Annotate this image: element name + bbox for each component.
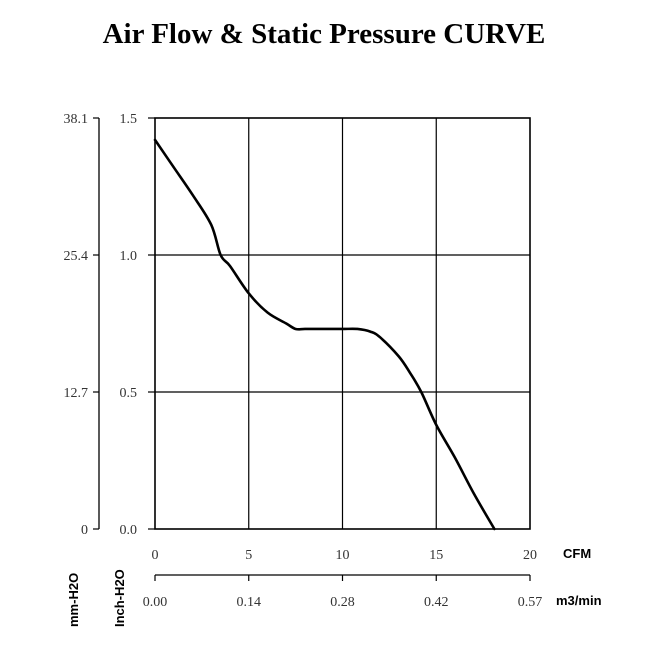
- x-tick-label: 5: [245, 548, 252, 563]
- y-tick-label: 1.0: [120, 249, 138, 264]
- y-tick-label: 1.5: [120, 112, 138, 127]
- grid: [155, 118, 530, 529]
- x2-tick-label: 0.00: [143, 595, 168, 610]
- y-tick-label: 0.5: [120, 386, 138, 401]
- x-tick-label: 10: [336, 548, 350, 563]
- x-axis-primary: 0 5 10 15 20: [152, 548, 538, 563]
- x-axis-secondary: 0.00 0.14 0.28 0.42 0.57: [143, 574, 543, 610]
- x-tick-label: 0: [152, 548, 159, 563]
- y-tick-label: 0.0: [120, 523, 138, 538]
- x2-tick-label: 0.14: [237, 595, 262, 610]
- x2-tick-label: 0.42: [424, 595, 449, 610]
- plot-border: [154, 117, 531, 530]
- y2-tick-label: 12.7: [64, 386, 89, 401]
- y-axis-secondary: 0 12.7 25.4 38.1: [64, 112, 100, 538]
- x-axis-label-cfm: CFM: [563, 546, 591, 561]
- x-tick-label: 20: [523, 548, 537, 563]
- y2-tick-label: 0: [81, 523, 88, 538]
- x-tick-label: 15: [429, 548, 443, 563]
- plot-frame: [154, 117, 531, 530]
- y-axis-primary: 0.0 0.5 1.0 1.5: [120, 112, 155, 538]
- y-axis-label-mmh2o: mm-H2O: [66, 573, 81, 627]
- y2-tick-label: 25.4: [64, 249, 89, 264]
- x2-tick-label: 0.57: [518, 595, 543, 610]
- y-axis-label-inchh2o: Inch-H2O: [112, 569, 127, 627]
- series-line-static-pressure: [153, 138, 496, 531]
- x-axis-label-m3min: m3/min: [556, 593, 602, 608]
- chart-title: Air Flow & Static Pressure CURVE: [102, 18, 546, 50]
- x2-tick-label: 0.28: [330, 595, 355, 610]
- y2-tick-label: 38.1: [64, 112, 89, 127]
